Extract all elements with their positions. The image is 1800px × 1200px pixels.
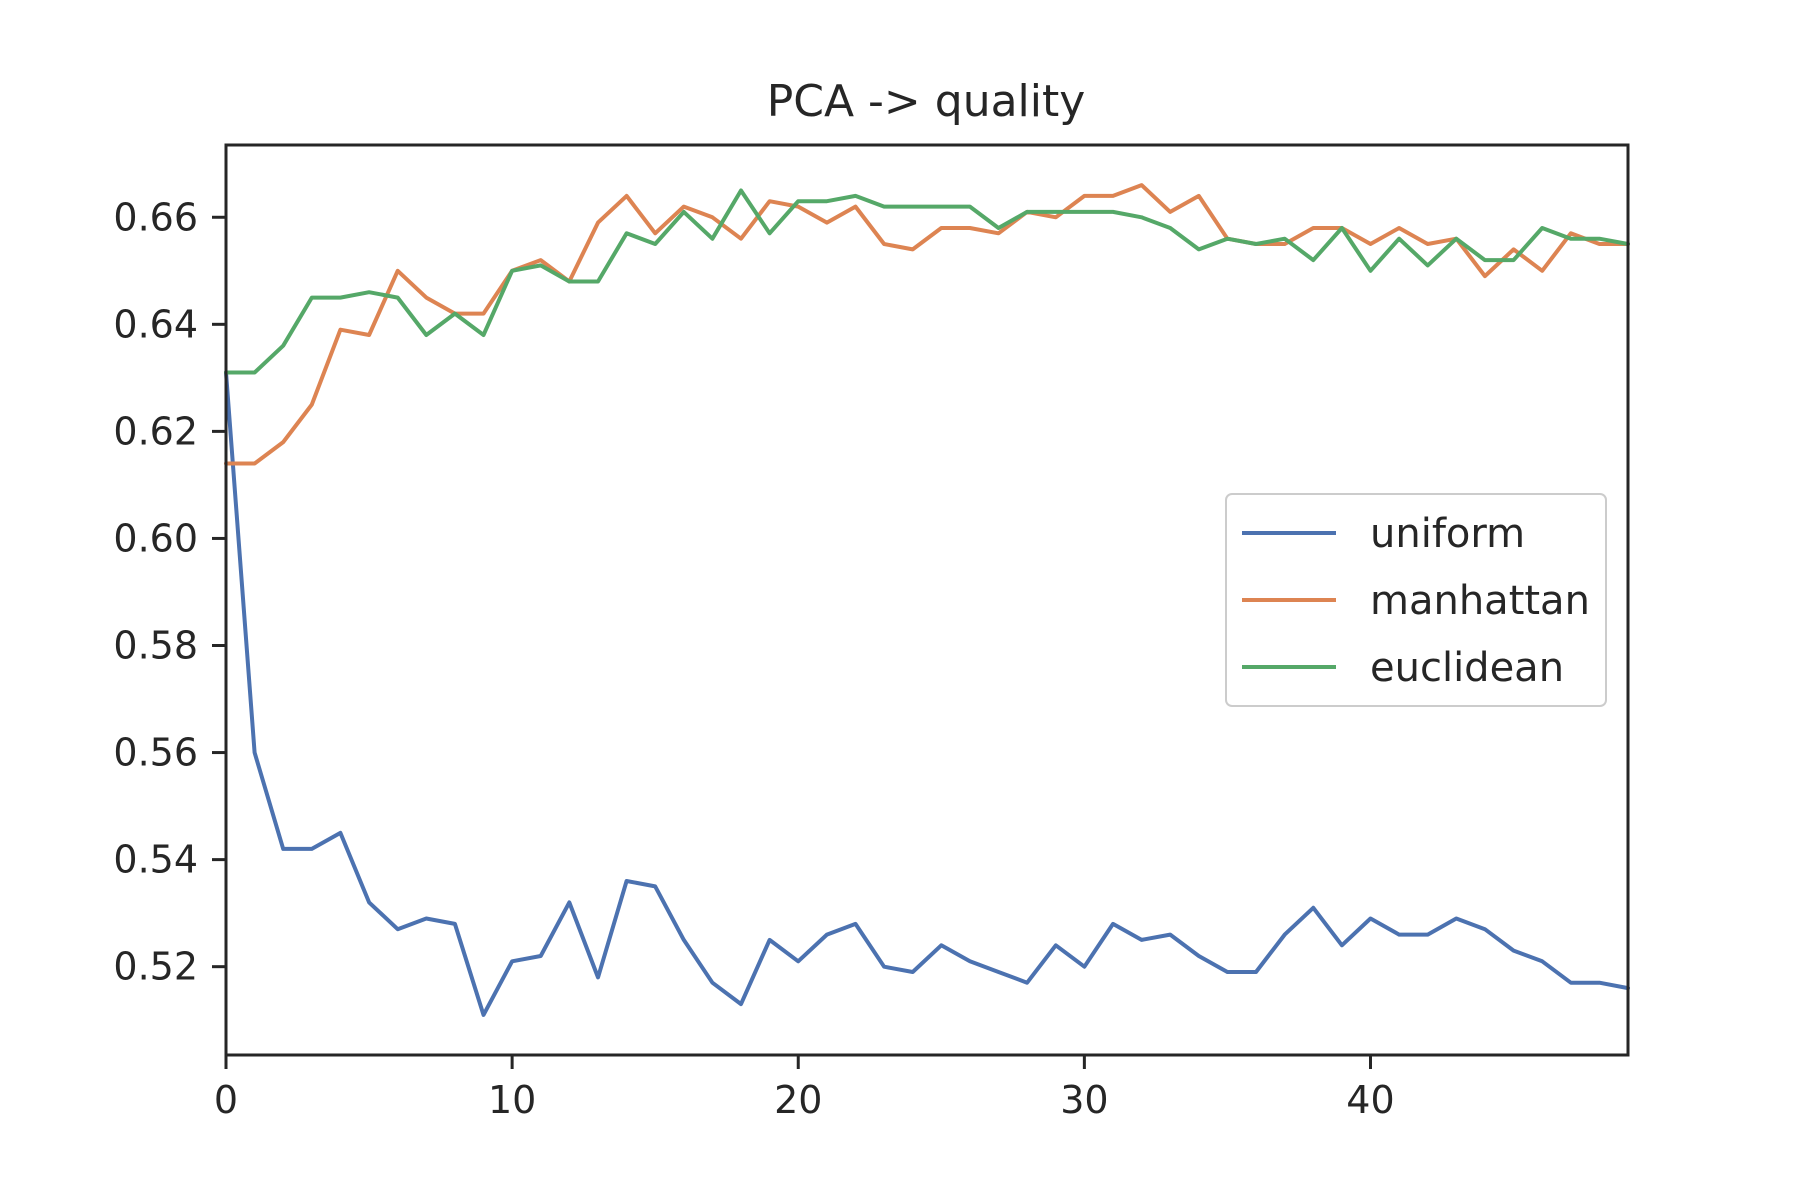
x-tick-label: 40 (1346, 1078, 1394, 1122)
series-line-euclidean (224, 188, 1630, 375)
legend: uniform manhattan euclidean (1225, 493, 1607, 707)
axes: 0 10 20 30 40 0.52 0.54 0.56 0.58 0.60 0.62 0.64 0.6… (113, 195, 1394, 1122)
x-tick-label: 10 (488, 1078, 536, 1122)
legend-label-manhattan: manhattan (1370, 578, 1590, 624)
plot-frame (224, 143, 1630, 1057)
y-tick-label: 0.62 (113, 409, 198, 453)
plot-series (224, 183, 1630, 1017)
legend-label-euclidean: euclidean (1370, 645, 1564, 691)
y-tick-label: 0.56 (113, 731, 198, 775)
x-tick-label: 0 (214, 1078, 238, 1122)
y-tick-label: 0.52 (113, 945, 198, 989)
x-tick-label: 20 (774, 1078, 822, 1122)
y-tick-label: 0.54 (113, 838, 198, 882)
chart-title: PCA -> quality (767, 76, 1086, 127)
y-tick-label: 0.58 (113, 624, 198, 668)
y-tick-label: 0.66 (113, 195, 198, 239)
legend-box (1225, 493, 1607, 707)
legend-label-uniform: uniform (1370, 511, 1525, 557)
series-line-manhattan (224, 183, 1630, 466)
y-tick-label: 0.64 (113, 302, 198, 346)
x-tick-label: 30 (1060, 1078, 1108, 1122)
series-line-uniform (224, 370, 1630, 1017)
y-tick-label: 0.60 (113, 516, 198, 560)
